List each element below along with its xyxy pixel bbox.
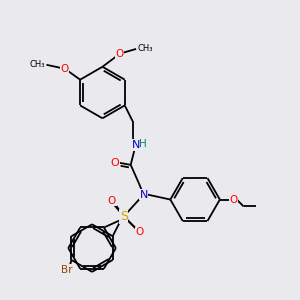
Text: N: N xyxy=(140,190,148,200)
Text: O: O xyxy=(136,227,144,237)
Text: H: H xyxy=(139,139,146,149)
Text: O: O xyxy=(230,194,238,205)
Text: O: O xyxy=(60,64,68,74)
Text: O: O xyxy=(110,158,119,168)
Text: S: S xyxy=(120,210,128,223)
Text: CH₃: CH₃ xyxy=(137,44,153,53)
Text: N: N xyxy=(131,140,140,150)
Text: O: O xyxy=(108,196,116,206)
Text: CH₃: CH₃ xyxy=(30,60,46,69)
Text: Br: Br xyxy=(61,265,72,275)
Text: O: O xyxy=(115,49,123,59)
